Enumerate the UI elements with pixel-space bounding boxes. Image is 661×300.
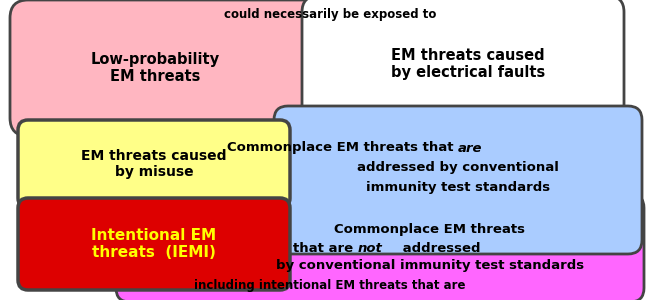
Text: could necessarily be exposed to: could necessarily be exposed to <box>224 8 436 21</box>
FancyBboxPatch shape <box>10 0 346 136</box>
Text: Low-probability
EM threats: Low-probability EM threats <box>91 52 219 84</box>
Text: immunity test standards: immunity test standards <box>366 182 550 194</box>
Text: that are: that are <box>293 242 358 254</box>
Text: by conventional immunity test standards: by conventional immunity test standards <box>276 260 584 272</box>
FancyBboxPatch shape <box>274 106 642 254</box>
Text: Commonplace EM threats: Commonplace EM threats <box>334 224 525 236</box>
Text: are: are <box>458 142 483 154</box>
Text: not: not <box>358 242 383 254</box>
FancyBboxPatch shape <box>116 194 644 300</box>
Text: Commonplace EM threats that: Commonplace EM threats that <box>227 142 458 154</box>
Text: Intentional EM
threats  (IEMI): Intentional EM threats (IEMI) <box>91 228 217 260</box>
Text: addressed: addressed <box>398 242 481 254</box>
FancyBboxPatch shape <box>302 0 624 133</box>
Text: including intentional EM threats that are: including intentional EM threats that ar… <box>194 279 466 292</box>
FancyBboxPatch shape <box>18 198 290 290</box>
Text: EM threats caused
by electrical faults: EM threats caused by electrical faults <box>391 48 545 80</box>
Text: addressed by conventional: addressed by conventional <box>357 161 559 175</box>
FancyBboxPatch shape <box>18 120 290 208</box>
Ellipse shape <box>20 12 640 292</box>
Text: EM threats caused
by misuse: EM threats caused by misuse <box>81 149 227 179</box>
